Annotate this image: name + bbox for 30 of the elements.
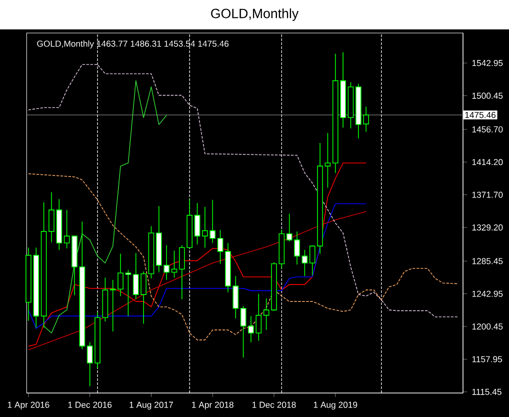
candlestick xyxy=(217,230,224,264)
x-tick-label: 1 Apr 2016 xyxy=(8,402,50,410)
x-tick-label: 1 Aug 2019 xyxy=(314,402,358,410)
y-tick-label: 1371.70 xyxy=(472,192,503,198)
y-tick-label: 1285.45 xyxy=(472,258,503,264)
candlestick xyxy=(240,306,246,358)
y-tick-label: 1329.20 xyxy=(472,224,503,231)
line-series xyxy=(43,80,167,334)
candlestick xyxy=(194,202,200,245)
y-tick-label: 1115.45 xyxy=(472,388,502,395)
line-series xyxy=(28,173,459,340)
candlestick xyxy=(302,250,308,276)
y-tick-label: 1500.45 xyxy=(472,92,503,99)
x-tick-label: 1 Dec 2018 xyxy=(252,402,296,408)
x-tick-label: 1 Apr 2018 xyxy=(192,402,234,410)
y-tick-label: 1414.20 xyxy=(472,159,503,166)
y-tick-label: 1542.95 xyxy=(472,60,503,66)
y-tick-label: 1157.95 xyxy=(472,356,502,362)
x-tick-label: 1 Aug 2017 xyxy=(130,402,173,410)
line-series xyxy=(28,211,366,350)
chart-title: GOLD,Monthly xyxy=(211,8,299,21)
ref-line-label: 1475.46 xyxy=(465,112,496,118)
y-tick-label: 1200.45 xyxy=(472,323,503,330)
candlestick xyxy=(125,270,132,316)
x-tick-label: 1 Dec 2016 xyxy=(68,402,112,408)
y-tick-label: 1456.70 xyxy=(472,126,503,132)
y-tick-label: 1242.95 xyxy=(472,290,503,297)
line-series xyxy=(28,64,459,318)
candlestick xyxy=(324,132,331,188)
text: GOLD,Monthly 1463.77 1486.31 1453.54 1475.46 xyxy=(37,40,229,48)
